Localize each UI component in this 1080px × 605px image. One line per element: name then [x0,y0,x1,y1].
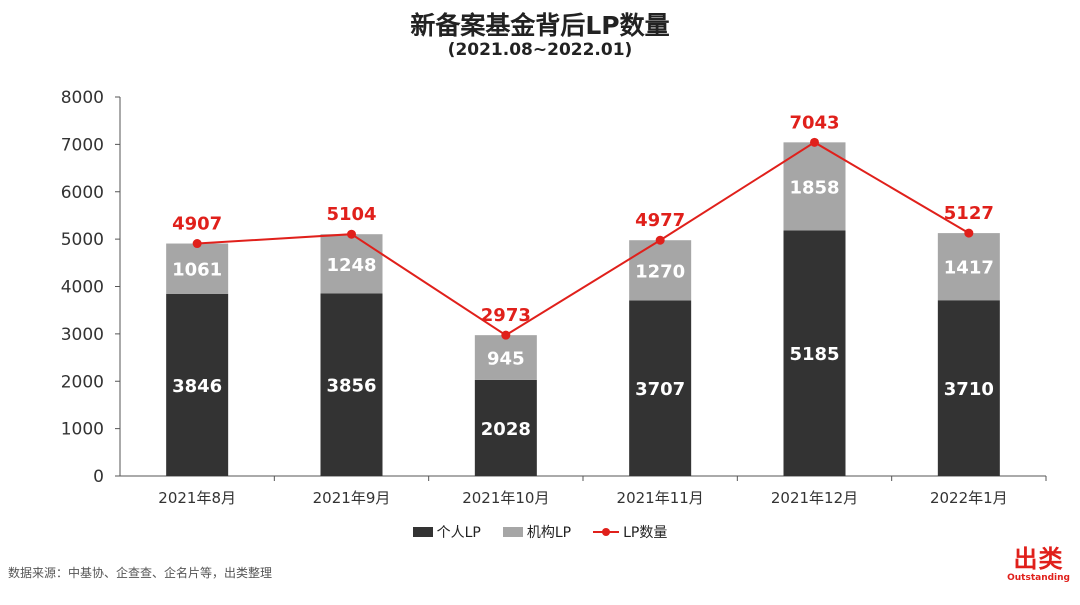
bar-institution [783,142,846,231]
bar-institution [629,240,692,301]
brand-name: 出类 [1013,545,1064,573]
data-label-total: 5104 [326,204,376,225]
data-label-total: 4977 [635,210,685,231]
data-label-institution: 1270 [635,261,685,282]
y-tick-label: 6000 [61,183,104,203]
bar-institution [320,234,383,294]
data-label-institution: 1061 [172,260,222,281]
data-label-individual: 3710 [944,379,994,400]
bar-individual [166,293,229,476]
x-tick-label: 2021年12月 [771,489,858,507]
bar-individual [629,300,692,476]
x-tick-label: 2021年8月 [158,489,236,507]
bar-individual [783,230,846,476]
x-tick-label: 2022年1月 [930,489,1008,507]
legend-swatch-institution [502,527,523,537]
data-label-individual: 3846 [172,376,222,397]
chart-subtitle: (2021.08~2022.01) [447,40,633,60]
y-tick-label: 8000 [61,88,104,108]
data-label-institution: 1858 [789,177,839,198]
chart-title: 新备案基金背后LP数量 [410,11,670,40]
y-tick-label: 7000 [61,135,104,155]
brand-logo: 出类 Outstanding [1007,545,1070,584]
x-tick-label: 2021年9月 [313,489,391,507]
data-label-individual: 5185 [789,344,839,365]
bar-individual [937,300,1000,476]
source-note: 数据来源：中基协、企查查、企名片等，出类整理 [8,566,273,580]
data-label-total: 7043 [789,112,839,133]
y-tick-label: 5000 [61,230,104,250]
data-label-total: 2973 [481,305,531,326]
legend-item-institution: 机构LP [502,522,572,542]
bar-institution [474,335,537,380]
point-total [655,235,665,245]
point-total [501,330,511,340]
y-tick-label: 4000 [61,278,104,298]
point-total [810,137,819,147]
legend-label-total: LP数量 [623,525,668,541]
data-label-institution: 945 [487,349,525,370]
data-label-individual: 2028 [481,419,531,440]
bar-individual [474,379,537,476]
data-label-total: 5127 [944,203,994,224]
point-total [347,229,356,239]
brand-subtitle: Outstanding [1007,573,1070,583]
legend-swatch-individual [412,527,433,537]
y-tick-label: 1000 [61,420,104,440]
data-label-institution: 1417 [944,258,994,279]
bar-institution [937,233,1000,301]
data-label-total: 4907 [172,214,222,235]
legend-label-institution: 机构LP [526,525,572,541]
data-label-institution: 1248 [326,255,376,276]
chart-canvas: 0 1000 2000 3000 4000 5000 6000 7000 8000 3846 106… [61,88,1047,507]
x-tick-label: 2021年11月 [617,489,704,507]
bar-individual [320,293,383,476]
y-tick-label: 0 [93,467,104,487]
point-total [964,228,974,238]
y-tick-label: 3000 [61,325,104,345]
series-line-total [197,141,970,337]
legend-swatch-total [593,527,620,537]
data-label-individual: 3707 [635,379,685,400]
chart-legend: 个人LP 机构LP LP数量 [0,522,1080,542]
bar-institution [166,243,229,294]
x-tick-label: 2021年10月 [462,489,549,507]
legend-label-individual: 个人LP [436,525,481,541]
legend-item-total: LP数量 [593,522,667,542]
legend-item-individual: 个人LP [412,522,481,542]
y-tick-label: 2000 [61,372,104,392]
data-label-individual: 3856 [326,376,376,397]
point-total [192,239,202,249]
